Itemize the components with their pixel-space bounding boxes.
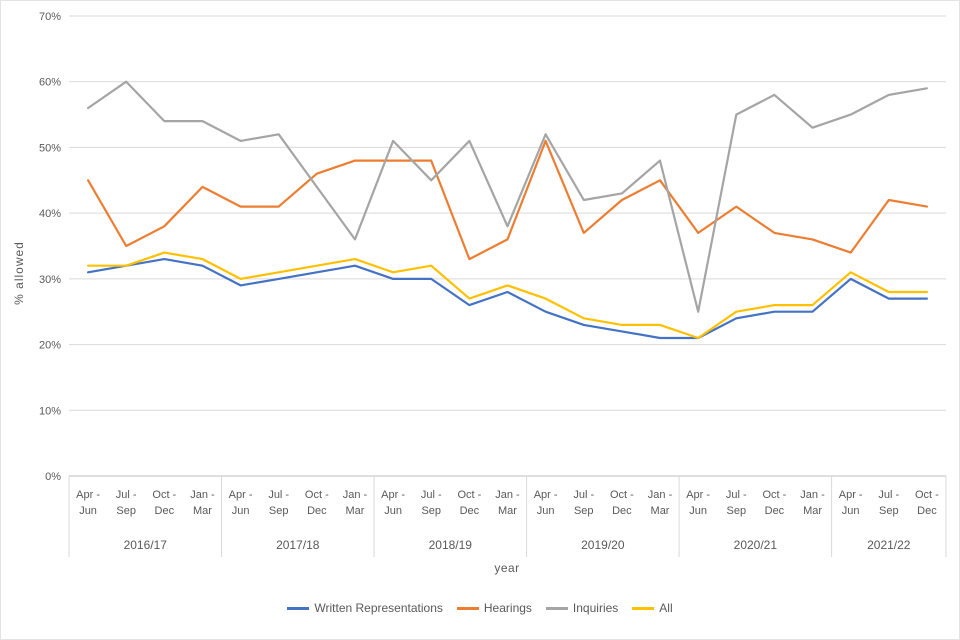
y-tick-label: 70% xyxy=(39,11,61,23)
chart-legend: Written Representations Hearings Inquiries… xyxy=(1,601,959,615)
year-group-label: 2021/22 xyxy=(867,538,911,552)
series-layer xyxy=(86,80,929,340)
y-tick-label: 20% xyxy=(39,340,61,352)
y-tick-label: 50% xyxy=(39,142,61,154)
x-tick-label-top: Oct - xyxy=(762,489,786,501)
legend-label-inquiries: Inquiries xyxy=(572,601,619,615)
x-tick-label-bottom: Jun xyxy=(537,505,555,517)
x-tick-label-top: Oct - xyxy=(305,489,329,501)
year-group-label: 2019/20 xyxy=(581,538,625,552)
x-tick-label-top: Apr - xyxy=(839,489,863,501)
x-tick-label-bottom: Jun xyxy=(79,505,97,517)
series-line-all xyxy=(86,251,929,340)
x-tick-label-bottom: Jun xyxy=(689,505,707,517)
x-tick-label-bottom: Jun xyxy=(384,505,402,517)
legend-swatch-all xyxy=(632,606,655,610)
x-tick-label-top: Jan - xyxy=(648,489,673,501)
x-tick-label-bottom: Mar xyxy=(193,505,212,517)
year-group-label: 2016/17 xyxy=(124,538,168,552)
series-line-inquiries xyxy=(86,80,929,313)
x-tick-label-bottom: Sep xyxy=(726,505,746,517)
x-tick-label-bottom: Dec xyxy=(765,505,785,517)
x-tick-label-bottom: Mar xyxy=(498,505,517,517)
x-tick-label-bottom: Dec xyxy=(307,505,327,517)
line-chart: 0% 10% 20% 30% 40% 50% 60% 70% Apr - Jun Jul - Sep O… xyxy=(12,11,947,575)
x-tick-label-top: Oct - xyxy=(457,489,481,501)
legend-swatch-written-representations xyxy=(287,606,310,610)
x-tick-label-bottom: Jun xyxy=(842,505,860,517)
x-tick-label-bottom: Dec xyxy=(460,505,480,517)
x-tick-label-top: Jan - xyxy=(495,489,520,501)
y-axis-title: % allowed xyxy=(12,241,26,305)
y-tick-label: 30% xyxy=(39,274,61,286)
legend-swatch-inquiries xyxy=(545,606,568,610)
year-group-label: 2018/19 xyxy=(429,538,473,552)
x-tick-label-bottom: Sep xyxy=(269,505,289,517)
y-tick-label: 60% xyxy=(39,77,61,89)
x-tick-label-bottom: Sep xyxy=(574,505,594,517)
x-tick-label-bottom: Sep xyxy=(421,505,441,517)
y-tick-label: 40% xyxy=(39,208,61,220)
x-tick-label-top: Apr - xyxy=(76,489,100,501)
y-tick-label: 10% xyxy=(39,405,61,417)
x-tick-label-top: Oct - xyxy=(610,489,634,501)
x-tick-label-top: Jul - xyxy=(726,489,747,501)
series-line-written-representations xyxy=(86,258,929,340)
legend-label-hearings: Hearings xyxy=(483,601,532,615)
x-axis-title: year xyxy=(494,561,519,575)
grid-layer xyxy=(68,15,947,557)
x-tick-label-top: Jan - xyxy=(190,489,215,501)
legend-item-inquiries: Inquiries xyxy=(545,601,619,615)
x-tick-label-top: Apr - xyxy=(381,489,405,501)
x-tick-label-top: Jul - xyxy=(421,489,442,501)
x-tick-label-bottom: Mar xyxy=(346,505,365,517)
x-tick-label-top: Jul - xyxy=(116,489,137,501)
x-tick-label-bottom: Sep xyxy=(116,505,136,517)
x-tick-label-top: Apr - xyxy=(686,489,710,501)
x-tick-label-bottom: Mar xyxy=(651,505,670,517)
year-group-label: 2020/21 xyxy=(734,538,778,552)
x-tick-label-bottom: Dec xyxy=(917,505,937,517)
year-group-label: 2017/18 xyxy=(276,538,320,552)
x-tick-label-top: Oct - xyxy=(915,489,939,501)
x-tick-label-top: Apr - xyxy=(229,489,253,501)
x-tick-label-top: Jan - xyxy=(343,489,368,501)
x-tick-label-top: Apr - xyxy=(534,489,558,501)
legend-item-written-representations: Written Representations xyxy=(287,601,443,615)
x-tick-label-bottom: Jun xyxy=(232,505,250,517)
x-tick-label-top: Jul - xyxy=(878,489,899,501)
x-tick-label-bottom: Dec xyxy=(155,505,175,517)
x-tick-label-bottom: Mar xyxy=(803,505,822,517)
legend-label-all: All xyxy=(659,601,673,615)
y-tick-label: 0% xyxy=(45,471,61,483)
legend-swatch-hearings xyxy=(456,606,479,610)
axis-label-layer: 0% 10% 20% 30% 40% 50% 60% 70% Apr - Jun Jul - Sep O… xyxy=(39,11,939,552)
series-line-hearings xyxy=(86,139,929,261)
legend-label-written-representations: Written Representations xyxy=(314,601,443,615)
legend-item-all: All xyxy=(632,601,673,615)
x-tick-label-bottom: Dec xyxy=(612,505,632,517)
x-tick-label-top: Jul - xyxy=(268,489,289,501)
x-tick-label-bottom: Sep xyxy=(879,505,899,517)
x-tick-label-top: Oct - xyxy=(152,489,176,501)
legend-item-hearings: Hearings xyxy=(456,601,532,615)
x-tick-label-top: Jan - xyxy=(800,489,825,501)
x-tick-label-top: Jul - xyxy=(573,489,594,501)
